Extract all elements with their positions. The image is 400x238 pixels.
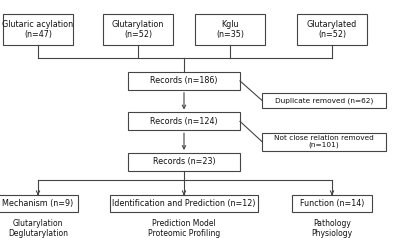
Text: Glutarylation
(n=52): Glutarylation (n=52) [112, 20, 164, 40]
Text: Function (n=14): Function (n=14) [300, 199, 364, 208]
FancyBboxPatch shape [292, 195, 372, 212]
Text: Prediction Model
Proteomic Profiling: Prediction Model Proteomic Profiling [148, 219, 220, 238]
Text: Pathology
Physiology: Pathology Physiology [312, 219, 352, 238]
Text: Records (n=124): Records (n=124) [150, 117, 218, 126]
FancyBboxPatch shape [297, 14, 367, 45]
FancyBboxPatch shape [262, 133, 386, 150]
FancyBboxPatch shape [110, 195, 258, 212]
Text: Identification and Prediction (n=12): Identification and Prediction (n=12) [112, 199, 256, 208]
FancyBboxPatch shape [128, 72, 240, 90]
FancyBboxPatch shape [262, 93, 386, 108]
Text: Glutarylation
Deglutarylation: Glutarylation Deglutarylation [8, 219, 68, 238]
FancyBboxPatch shape [195, 14, 265, 45]
FancyBboxPatch shape [128, 113, 240, 130]
Text: Records (n=23): Records (n=23) [153, 157, 215, 166]
FancyBboxPatch shape [128, 153, 240, 171]
Text: Glutarylated
(n=52): Glutarylated (n=52) [307, 20, 357, 40]
Text: Glutaric acylation
(n=47): Glutaric acylation (n=47) [2, 20, 74, 40]
FancyBboxPatch shape [0, 195, 78, 212]
FancyBboxPatch shape [3, 14, 73, 45]
Text: Duplicate removed (n=62): Duplicate removed (n=62) [275, 97, 373, 104]
Text: Mechanism (n=9): Mechanism (n=9) [2, 199, 74, 208]
Text: Not close relation removed
(n=101): Not close relation removed (n=101) [274, 135, 374, 148]
Text: Records (n=186): Records (n=186) [150, 76, 218, 85]
Text: Kglu
(n=35): Kglu (n=35) [216, 20, 244, 40]
FancyBboxPatch shape [103, 14, 173, 45]
